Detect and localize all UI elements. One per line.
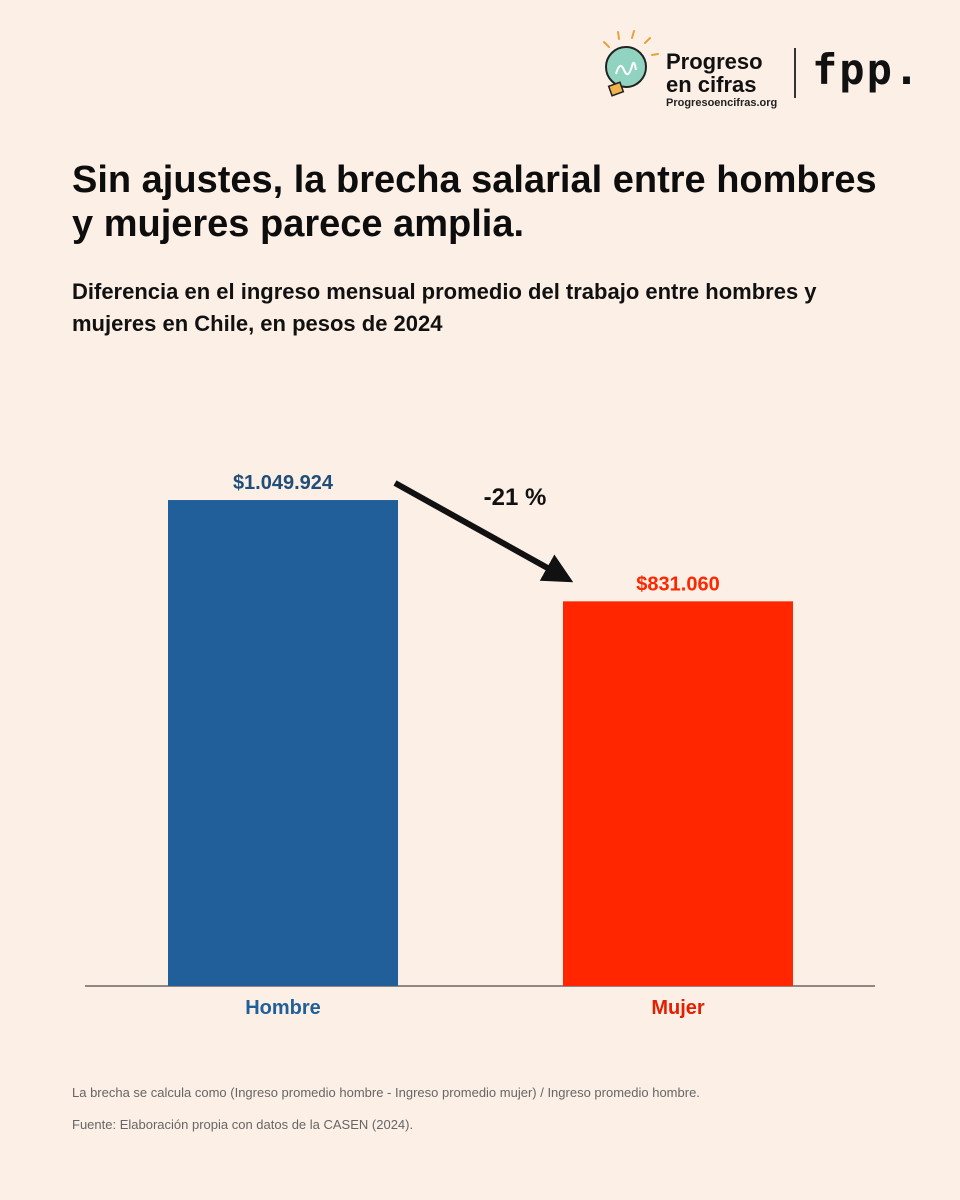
bar-mujer xyxy=(563,601,793,986)
brand-name: Progreso en cifras xyxy=(666,49,763,97)
source-note: Fuente: Elaboración propia con datos de … xyxy=(72,1117,414,1132)
partner-logo: fpp. xyxy=(812,45,922,94)
lightbulb-icon xyxy=(603,30,659,97)
change-arrow xyxy=(393,480,574,583)
change-percent-label: -21 % xyxy=(484,484,547,511)
value-label-mujer: $831.060 xyxy=(636,573,719,595)
bar-chart: $1.049.924 Hombre $831.060 Mujer -21 % xyxy=(85,472,875,1019)
method-note: La brecha se calcula como (Ingreso prome… xyxy=(72,1085,700,1100)
chart-title: Sin ajustes, la brecha salarial entre ho… xyxy=(72,159,877,245)
brand-header: Progreso en cifras Progresoencifras.org … xyxy=(600,30,940,115)
category-label-hombre: Hombre xyxy=(245,997,321,1019)
value-label-hombre: $1.049.924 xyxy=(233,472,334,494)
brand-divider xyxy=(794,48,796,98)
bar-hombre xyxy=(168,500,398,986)
category-label-mujer: Mujer xyxy=(651,997,705,1019)
brand-url[interactable]: Progresoencifras.org xyxy=(666,97,778,109)
chart-subtitle: Diferencia en el ingreso mensual promedi… xyxy=(72,279,817,336)
